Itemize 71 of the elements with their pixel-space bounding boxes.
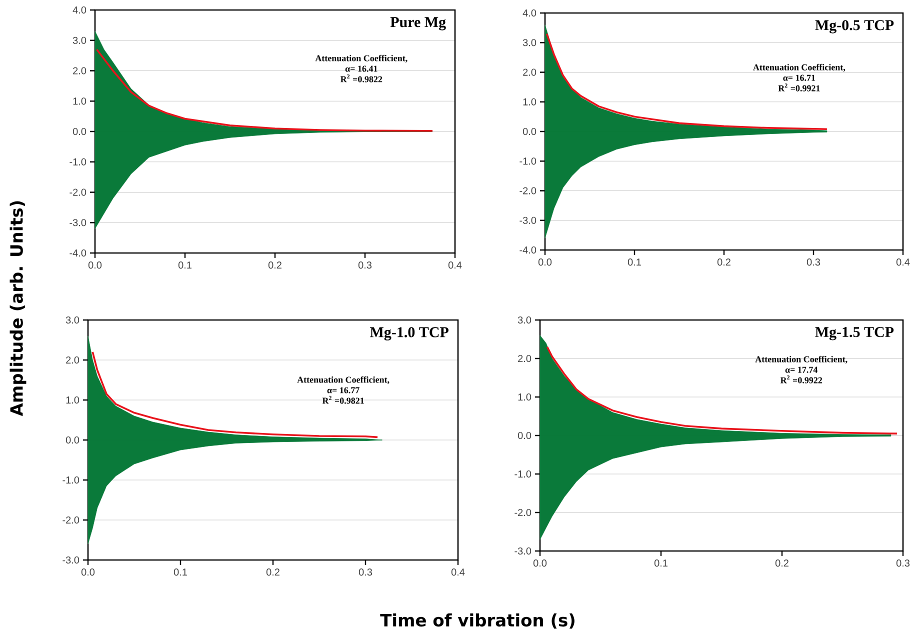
y-tick-label: 1.0 (523, 98, 536, 106)
y-tick-label: -1.0 (514, 470, 532, 478)
x-tick-label: 0.4 (448, 262, 462, 269)
y-tick-label: 1.0 (66, 396, 80, 404)
x-tick-label: 0.3 (896, 560, 910, 567)
y-tick-label: 4.0 (522, 9, 536, 17)
y-tick-label: 4.0 (72, 6, 86, 14)
x-tick-label: 0.1 (174, 568, 187, 576)
y-tick-label: 0.0 (522, 128, 536, 136)
x-tick-label: 0.0 (533, 560, 547, 567)
y-tick-label: 3.0 (518, 316, 532, 324)
annotation: Attenuation Coefficient, (315, 54, 408, 63)
chart-title: Pure Mg (390, 17, 446, 30)
y-tick-label: -3.0 (70, 219, 86, 226)
x-tick-label: 0.4 (451, 568, 465, 576)
y-tick-label: -4.0 (70, 249, 86, 257)
y-tick-label: 3.0 (66, 316, 80, 324)
y-tick-label: 2.0 (518, 354, 532, 362)
y-tick-label: 1.0 (518, 393, 532, 401)
annotation: α= 16.41 (345, 66, 378, 72)
x-tick-label: 0.2 (268, 262, 282, 269)
y-tick-label: 2.0 (523, 68, 536, 76)
annotation: R$^{2}$ =0.9821 (322, 396, 364, 404)
y-axis-title: Amplitude (arb. Units) (10, 201, 26, 416)
x-tick-label: 0.2 (266, 568, 280, 576)
chart-title: Mg-0.5 TCP (815, 20, 894, 34)
y-tick-label: -1.0 (70, 158, 86, 166)
y-tick-label: 0.0 (72, 128, 86, 136)
y-tick-label: -3.0 (520, 216, 536, 224)
chart-title: Mg-1.0 TCP (370, 327, 448, 340)
y-tick-label: 3.0 (522, 39, 536, 46)
x-tick-label: 0.3 (358, 568, 372, 576)
y-tick-label: 2.0 (73, 67, 86, 74)
annotation: α= 16.71 (783, 74, 816, 81)
y-tick-label: -4.0 (520, 246, 536, 254)
annotation: R$^{2}$ =0.9921 (778, 83, 820, 92)
x-tick-label: 0.0 (81, 568, 95, 576)
line-series (546, 346, 898, 434)
chart-title: Mg-1.5 TCP (815, 327, 894, 340)
y-tick-label: -3.0 (514, 547, 532, 555)
y-tick-label: 0.0 (518, 432, 532, 440)
annotation: Attenuation Coefficient, (755, 356, 848, 364)
x-tick-label: 0.1 (628, 258, 641, 266)
x-tick-label: 0.0 (538, 258, 552, 266)
x-tick-label: 0.2 (775, 560, 788, 567)
annotation: Attenuation Coefficient, (297, 376, 390, 384)
y-tick-label: -3.0 (62, 556, 80, 564)
x-tick-label: 0.0 (88, 262, 102, 269)
x-tick-label: 0.1 (178, 262, 192, 269)
y-tick-label: -2.0 (70, 188, 86, 196)
x-axis-title: Time of vibration (s) (380, 613, 574, 629)
y-tick-label: -2.0 (514, 508, 532, 516)
annotation: R$^{2}$ =0.9922 (780, 375, 822, 384)
y-tick-label: -1.0 (62, 476, 80, 484)
x-tick-label: 0.1 (654, 560, 668, 567)
y-tick-label: 3.0 (72, 36, 86, 44)
y-tick-label: 1.0 (73, 98, 86, 105)
x-tick-label: 0.2 (717, 258, 730, 266)
y-tick-label: 2.0 (66, 356, 80, 364)
y-tick-label: -2.0 (62, 516, 80, 524)
x-tick-label: 0.3 (806, 258, 820, 266)
annotation: α= 16.77 (327, 387, 360, 394)
y-tick-label: 0.0 (66, 436, 80, 444)
annotation: R$^{2}$ =0.9822 (340, 74, 382, 82)
line-series (96, 48, 434, 132)
x-tick-label: 0.3 (358, 262, 372, 269)
x-tick-label: 0.4 (896, 258, 910, 266)
y-tick-label: -2.0 (520, 187, 536, 194)
y-tick-label: -1.0 (520, 158, 536, 165)
annotation: Attenuation Coefficient, (753, 64, 846, 72)
annotation: α= 17.74 (785, 366, 818, 373)
